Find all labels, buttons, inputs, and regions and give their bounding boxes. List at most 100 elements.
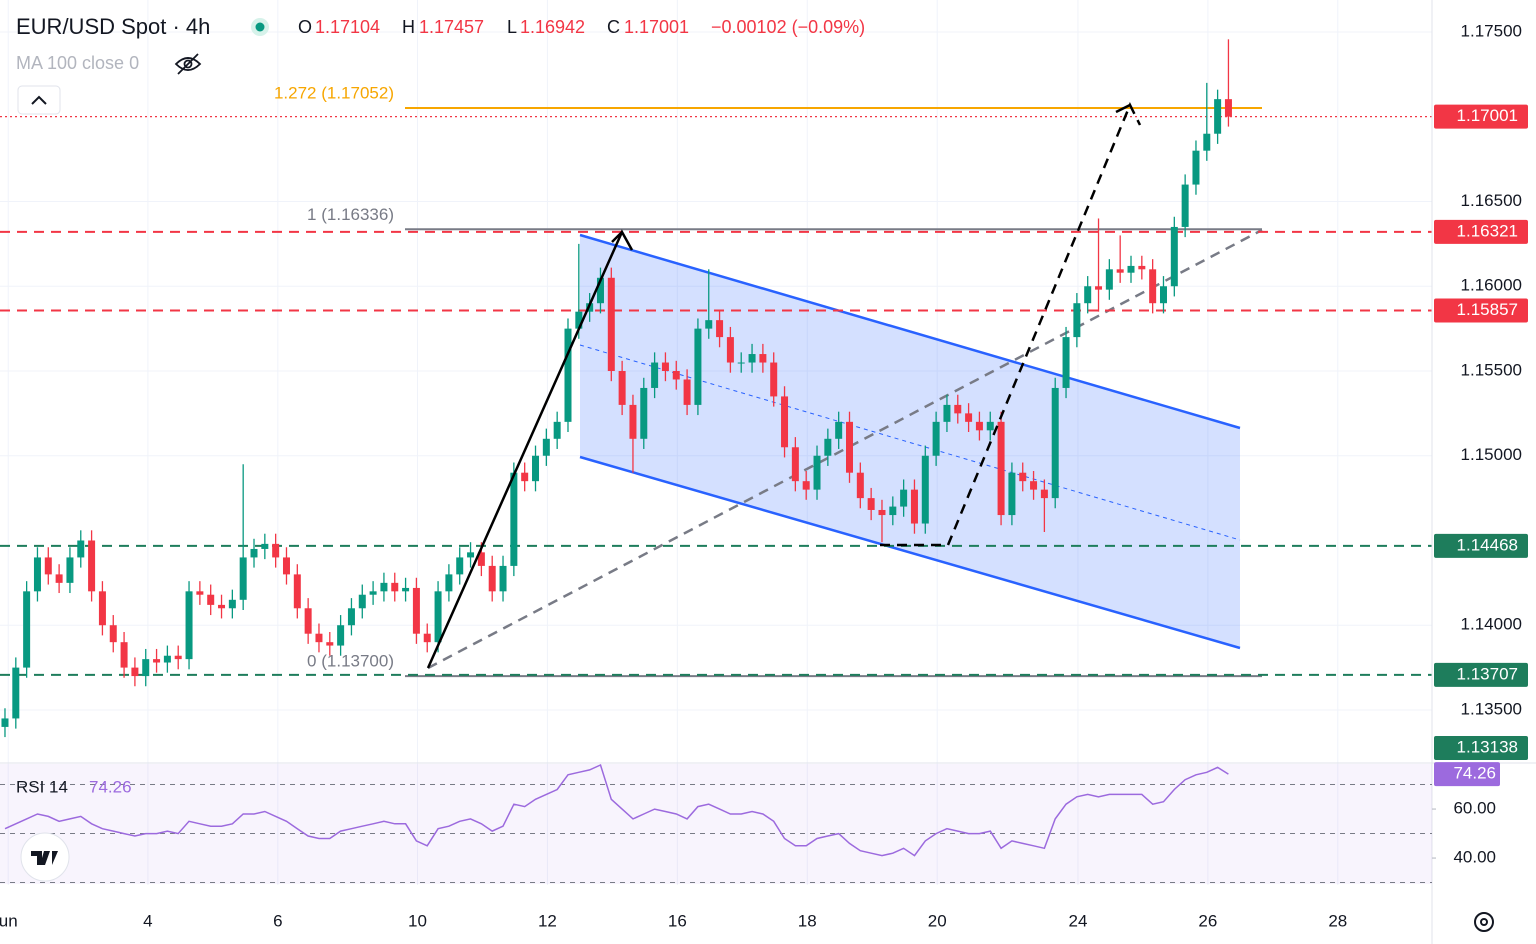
status-dot (255, 22, 265, 32)
candle-body (770, 362, 778, 397)
candle-body (1062, 337, 1070, 388)
x-tick-label: 26 (1198, 911, 1217, 930)
x-tick-label: un (0, 911, 18, 930)
candle-body (564, 328, 572, 422)
candle-body (1170, 226, 1178, 287)
channel-mid (579, 344, 1241, 541)
price-badge (1434, 736, 1528, 760)
channel-fill (580, 235, 1240, 648)
candle-body (23, 591, 31, 668)
candle-body (921, 455, 929, 524)
candle-body (542, 438, 550, 456)
candles (1, 39, 1232, 738)
eye-icon[interactable] (174, 53, 202, 75)
candle-body (131, 667, 139, 677)
candle-body (1159, 286, 1167, 304)
ohlc-letter: H (402, 17, 415, 37)
candle-body (315, 633, 323, 643)
y-tick-label: 1.15500 (1461, 360, 1522, 379)
collapse-button[interactable] (17, 85, 61, 115)
x-tick-label: 12 (538, 911, 557, 930)
candle-body (66, 557, 74, 583)
candle-body (1040, 489, 1048, 499)
candle-body (391, 582, 399, 592)
x-tick-label: 24 (1068, 911, 1087, 930)
price-badge (1434, 104, 1528, 129)
eye-strike (177, 53, 199, 75)
levels: 1.272 (1.17052) 1 (1.16336) 0 (1.13700) (0, 83, 1432, 678)
candle-body (174, 655, 182, 660)
candle-body (954, 404, 962, 414)
price-badge-label: 1.16321 (1457, 221, 1518, 240)
candle-body (986, 421, 994, 431)
candle-body (824, 438, 832, 456)
price-badge-label: 1.13707 (1457, 664, 1518, 683)
candle-body (228, 599, 236, 609)
candle-body (532, 455, 540, 482)
price-badge-label: 1.13138 (1457, 737, 1518, 756)
indicator-label: MA 100 close 0 (16, 53, 139, 73)
rsi-badge-label: 74.26 (1453, 764, 1496, 783)
price-badge (1434, 219, 1528, 244)
y-tick-label: 1.17500 (1461, 22, 1522, 41)
price-badge-label: 1.17001 (1457, 106, 1518, 125)
candle-body (932, 421, 940, 456)
candle-body (661, 362, 669, 372)
candle-body (889, 506, 897, 516)
price-badge (1434, 533, 1528, 558)
candle-body (813, 455, 821, 490)
arrow-head (611, 231, 623, 243)
candle-body (456, 557, 464, 575)
candle-body (499, 565, 507, 592)
channel-bottom (579, 455, 1241, 650)
candle-body (726, 337, 734, 363)
fib-label: 0 (1.13700) (307, 652, 394, 671)
rsi-line (4, 763, 1229, 857)
candle-body (607, 277, 615, 372)
candle-body (1095, 286, 1103, 290)
candle-body (856, 472, 864, 499)
candle-body (791, 447, 799, 482)
candle-body (640, 387, 648, 439)
fib-label: 1 (1.16336) (307, 205, 394, 224)
settings-icon[interactable] (1474, 912, 1494, 932)
x-tick-label: 28 (1328, 911, 1347, 930)
x-tick-label: 6 (273, 911, 282, 930)
ohlc-value: 1.16942 (520, 17, 585, 37)
y-tick-label: 1.16500 (1461, 191, 1522, 210)
candle-body (218, 604, 226, 609)
candle-body (12, 667, 20, 719)
gear-hub (1480, 918, 1488, 926)
candle-body (142, 659, 150, 677)
candle-body (282, 557, 290, 575)
candle-body (347, 608, 355, 626)
candle-body (997, 421, 1005, 516)
fib-label: 1.272 (1.17052) (274, 83, 394, 102)
candle-body (716, 320, 724, 338)
candle-body (412, 587, 420, 634)
candle-body (293, 574, 301, 609)
rsi-value: 74.26 (89, 777, 132, 796)
candle-body (943, 404, 951, 422)
price-badge-label: 1.15857 (1457, 300, 1518, 319)
candle-body (910, 489, 918, 524)
candle-body (1051, 387, 1059, 499)
candle-body (748, 354, 756, 363)
candle-body (44, 557, 52, 575)
x-tick-label: 18 (798, 911, 817, 930)
rsi-pane: 60.00 40.00 RSI 14 74.26 74.26 (0, 762, 1500, 884)
ohlc-value: 1.17104 (315, 17, 380, 37)
candle-body (120, 642, 128, 668)
x-tick-label: 16 (668, 911, 687, 930)
rsi-tick-label: 60.00 (1453, 799, 1496, 818)
y-tick-label: 1.16000 (1461, 276, 1522, 295)
candle-body (402, 587, 410, 592)
candle-body (239, 557, 247, 600)
candle-body (629, 404, 637, 439)
candle-body (1019, 472, 1027, 482)
candle-body (596, 277, 604, 304)
ohlc-letter: L (507, 17, 517, 37)
candle-body (618, 371, 626, 405)
candle-body (326, 642, 334, 646)
